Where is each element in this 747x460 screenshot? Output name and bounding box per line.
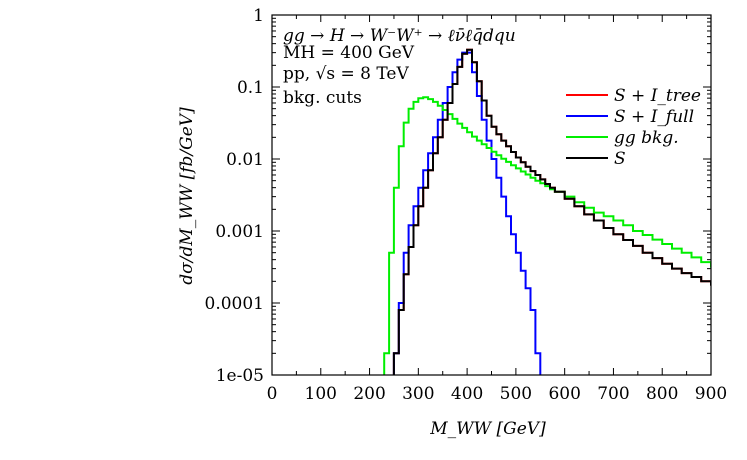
y-tick-label: 1: [253, 6, 264, 26]
x-axis-ticks: 0 100 200 300 400 500 600 700 800 900: [267, 15, 727, 404]
y-tick-label: 0.01: [226, 150, 264, 170]
annotation-cuts: bkg. cuts: [283, 88, 362, 108]
annotation-energy: pp, √s = 8 TeV: [283, 64, 409, 84]
x-tick-label: 500: [500, 384, 532, 404]
x-tick-label: 900: [695, 384, 727, 404]
x-tick-label: 200: [353, 384, 385, 404]
x-axis-title: M_WW [GeV]: [429, 419, 546, 439]
series-line-3: [392, 48, 711, 375]
y-tick-label: 0.1: [237, 78, 264, 98]
legend-label-3: S: [614, 149, 626, 169]
x-tick-label: 400: [451, 384, 483, 404]
legend-label-1: S + I_full: [614, 107, 694, 127]
plot-frame: [271, 14, 712, 376]
annotation-higgs-mass: MH = 400 GeV: [283, 43, 415, 63]
x-tick-label: 700: [597, 384, 629, 404]
series-line-2: [383, 96, 711, 375]
x-tick-label: 300: [402, 384, 434, 404]
y-tick-label: 0.0001: [205, 294, 264, 314]
annotations: gg → H → W⁻W⁺ → ℓν̄ℓq̄dqu MH = 400 GeV p…: [283, 26, 516, 108]
series-layer: [383, 48, 711, 375]
y-axis-title: dσ/dM_WW [fb/GeV]: [177, 107, 197, 285]
legend-label-2: gg bkg.: [614, 128, 679, 148]
x-tick-label: 800: [646, 384, 678, 404]
annotation-process: gg → H → W⁻W⁺ → ℓν̄ℓq̄dqu: [283, 26, 516, 46]
legend-label-0: S + I_tree: [614, 86, 701, 106]
x-tick-label: 600: [548, 384, 580, 404]
y-tick-label: 1e-05: [216, 366, 264, 386]
x-tick-label: 100: [305, 384, 337, 404]
y-tick-label: 0.001: [215, 222, 264, 242]
y-axis-ticks: 1e-05 0.0001 0.001 0.01 0.1 1: [205, 6, 711, 386]
x-tick-label: 0: [267, 384, 278, 404]
